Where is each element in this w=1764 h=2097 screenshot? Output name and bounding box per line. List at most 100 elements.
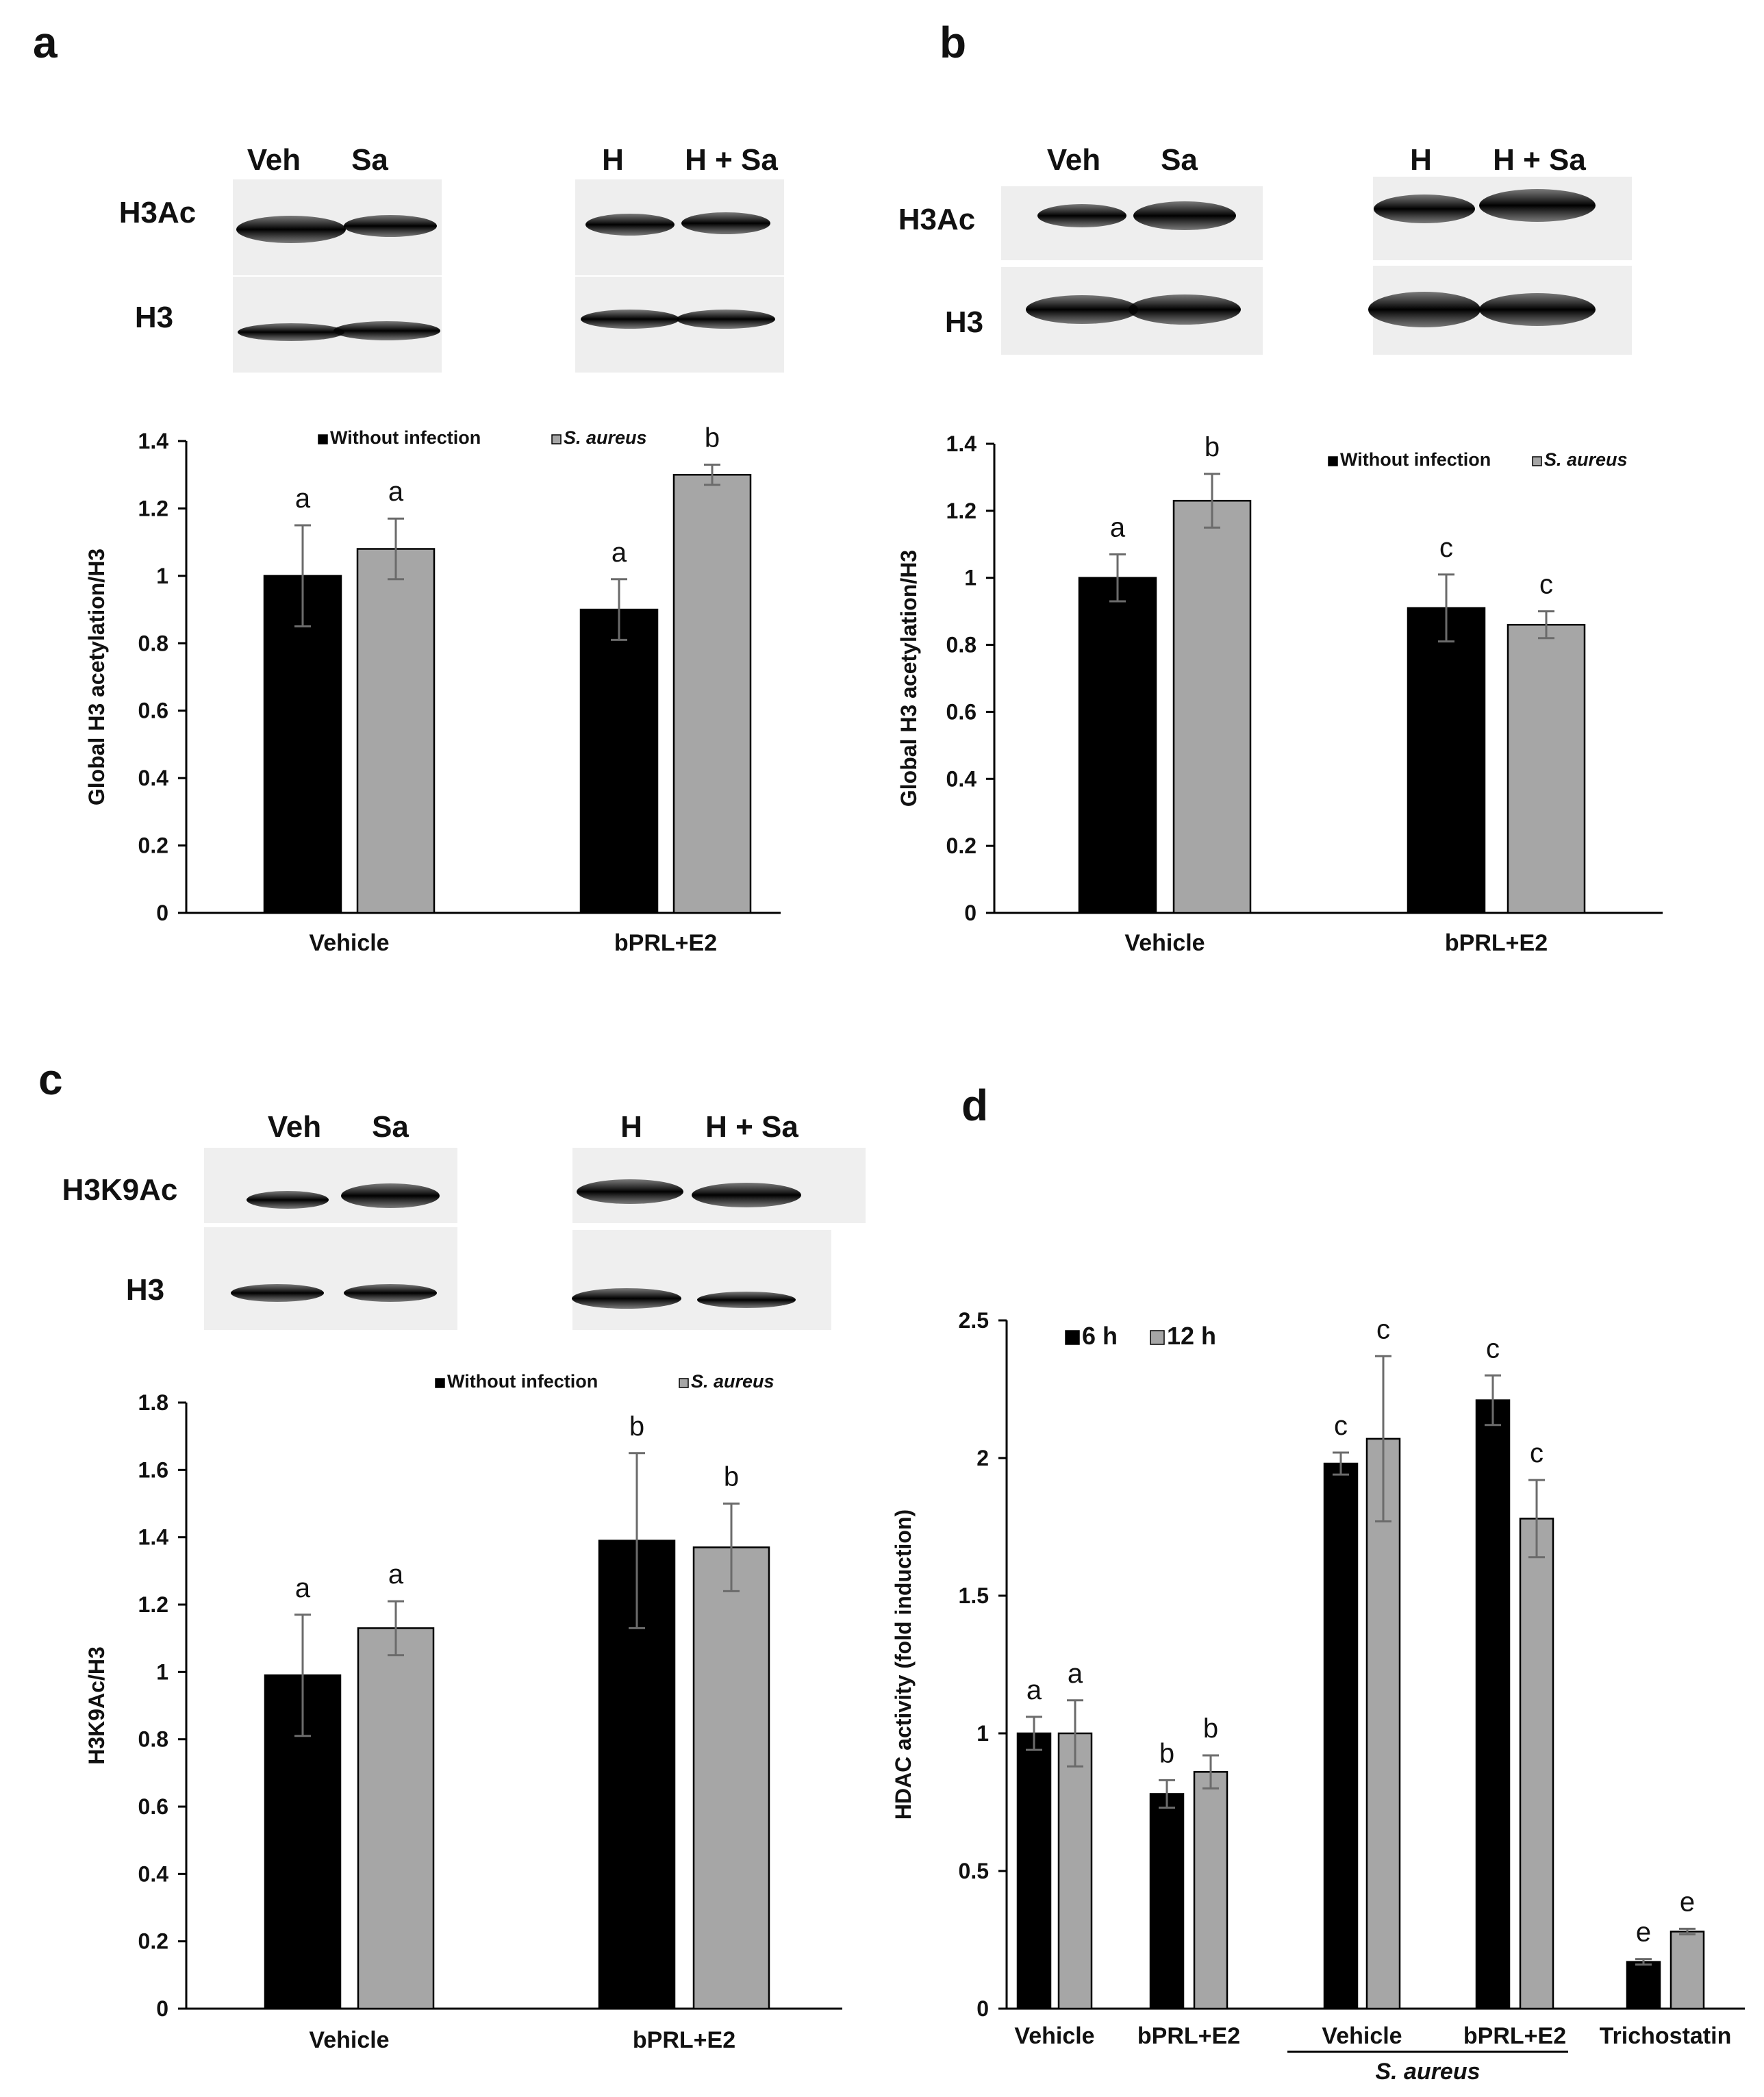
lane-label: Veh — [268, 1110, 321, 1144]
western-blot-b: Veh Sa H H + Sa H3Ac H3 — [898, 143, 1632, 355]
blot-band — [1374, 194, 1475, 223]
bar — [672, 473, 752, 914]
blot-band — [585, 214, 675, 236]
bar — [1078, 577, 1157, 914]
y-tick-label: 0.4 — [138, 766, 169, 790]
lane-label: H + Sa — [1493, 143, 1586, 177]
blot-membrane — [204, 1148, 457, 1223]
x-category-label: bPRL+E2 — [633, 2027, 735, 2053]
blot-row-label: H3 — [135, 301, 173, 334]
bar — [1626, 1961, 1661, 2010]
legend-label: 6 h — [1082, 1322, 1118, 1350]
blot-band — [692, 1183, 801, 1207]
significance-letter: a — [295, 1573, 311, 1603]
blot-band — [238, 323, 344, 341]
legend-swatch — [551, 434, 562, 444]
significance-letter: b — [1205, 432, 1220, 462]
blot-band — [1129, 294, 1241, 325]
panel-letter-c: c — [38, 1055, 63, 1104]
blot-band — [697, 1292, 796, 1308]
blot-band — [247, 1191, 329, 1209]
panel-letter-b: b — [940, 18, 966, 67]
significance-letter: a — [612, 538, 627, 568]
x-category-label: Vehicle — [1014, 2023, 1094, 2049]
western-blot-a: Veh Sa H H + Sa H3Ac H3 — [119, 143, 784, 373]
y-tick-label: 1 — [964, 566, 977, 590]
y-tick-label: 1.2 — [946, 499, 977, 523]
blot-band — [341, 1183, 440, 1208]
significance-letter: e — [1680, 1887, 1695, 1917]
blot-band — [1037, 204, 1126, 227]
x-category-label: bPRL+E2 — [1137, 2023, 1240, 2049]
lane-label: Sa — [372, 1110, 409, 1144]
lane-label: Veh — [247, 143, 301, 177]
legend-swatch — [1532, 456, 1542, 466]
y-tick-label: 0.4 — [138, 1861, 169, 1886]
y-axis-label: H3K9Ac/H3 — [84, 1646, 109, 1765]
blot-band — [1479, 293, 1596, 326]
chart-d: 0 0.5 1 1.5 2 2.5 HDAC activity (fold inductio… — [891, 1308, 1745, 2085]
lane-label: Sa — [1161, 143, 1198, 177]
blot-row-label: H3Ac — [119, 196, 197, 229]
significance-letter: e — [1636, 1918, 1651, 1948]
legend-label: Without infection — [330, 427, 481, 448]
bar — [1057, 1732, 1093, 2010]
y-tick-label: 1.5 — [959, 1583, 989, 1608]
y-tick-label: 0.6 — [138, 1794, 168, 1819]
bar — [1193, 1771, 1228, 2010]
blot-row-label: H3 — [945, 305, 983, 339]
bar — [356, 548, 436, 914]
y-tick-label: 1.4 — [946, 431, 977, 456]
y-tick-label: 0.6 — [946, 699, 977, 724]
y-tick-label: 0.8 — [138, 631, 168, 655]
bar — [1507, 623, 1586, 914]
chart-c: 0 0.2 0.4 0.6 0.8 1 1.2 1.4 1.6 1.8 H3K9Ac/H3 a b a b V… — [84, 1371, 842, 2053]
y-axis-label: Global H3 acetylation/H3 — [896, 550, 921, 807]
y-tick-label: 1.6 — [138, 1457, 168, 1482]
lane-label: H + Sa — [685, 143, 778, 177]
panel-letter-d: d — [961, 1081, 988, 1130]
blot-row-label: H3Ac — [898, 203, 976, 236]
significance-letter: b — [705, 423, 720, 453]
legend-label: S. aureus — [564, 427, 647, 448]
x-category-label: bPRL+E2 — [1463, 2023, 1566, 2049]
legend-label: S. aureus — [691, 1371, 774, 1392]
lane-label: Veh — [1047, 143, 1100, 177]
lane-label: Sa — [351, 143, 388, 177]
blot-band — [572, 1288, 681, 1309]
significance-letter: b — [1203, 1713, 1218, 1744]
bar — [1475, 1399, 1511, 2010]
significance-letter: a — [1026, 1675, 1042, 1705]
blot-band — [681, 212, 770, 234]
significance-letter: a — [388, 1559, 404, 1590]
y-tick-label: 0 — [156, 901, 168, 925]
significance-letter: a — [1068, 1659, 1083, 1689]
blot-band — [577, 1179, 683, 1204]
significance-letter: c — [1486, 1333, 1500, 1364]
y-tick-label: 0.2 — [138, 833, 168, 858]
bar — [1365, 1437, 1401, 2010]
blot-band — [677, 310, 775, 329]
legend-swatch — [1150, 1330, 1165, 1345]
lane-label: H — [1410, 143, 1432, 177]
blot-band — [344, 215, 437, 237]
y-tick-label: 1 — [977, 1721, 989, 1746]
legend-label: S. aureus — [1544, 449, 1628, 470]
significance-letter: b — [629, 1411, 644, 1442]
western-blot-c: Veh Sa H H + Sa H3K9Ac H3 — [62, 1110, 866, 1330]
x-category-label: Vehicle — [309, 930, 389, 956]
blot-membrane — [204, 1227, 457, 1330]
y-tick-label: 0.8 — [138, 1727, 168, 1752]
bar — [1323, 1462, 1359, 2010]
bar — [1407, 607, 1486, 914]
blot-band — [344, 1284, 437, 1302]
legend-swatch — [1065, 1330, 1080, 1345]
y-tick-label: 2.5 — [959, 1308, 989, 1333]
significance-letter: c — [1530, 1438, 1544, 1468]
y-tick-label: 0.4 — [946, 766, 977, 791]
lane-label: H + Sa — [705, 1110, 798, 1144]
lane-label: H — [620, 1110, 642, 1144]
y-tick-label: 1.4 — [138, 1525, 169, 1550]
blot-band — [1133, 201, 1236, 230]
